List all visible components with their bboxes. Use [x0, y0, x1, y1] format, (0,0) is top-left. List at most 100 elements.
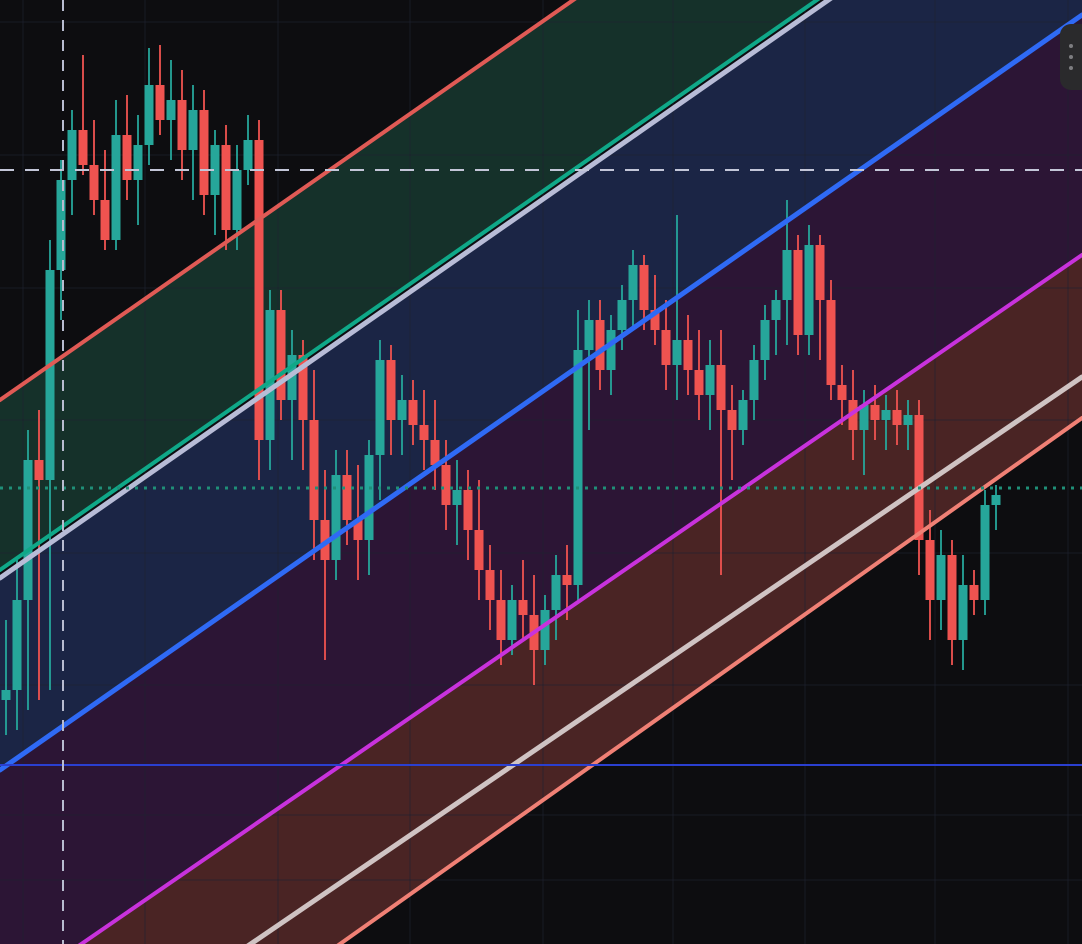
- candle-body: [859, 405, 869, 430]
- candle-body: [210, 145, 220, 195]
- candle-body: [309, 420, 319, 520]
- candle-body: [749, 360, 759, 400]
- candle-body: [254, 140, 264, 440]
- candle-body: [419, 425, 429, 440]
- candle-body: [78, 130, 88, 165]
- vertical-dots-icon-dot-3: [1069, 66, 1073, 70]
- candle-body: [199, 110, 209, 195]
- candle-body: [705, 365, 715, 395]
- candle-body: [342, 475, 352, 520]
- candle-body: [540, 610, 550, 650]
- candle-body: [430, 440, 440, 465]
- candle-body: [925, 540, 935, 600]
- candle-body: [331, 475, 341, 560]
- candle-body: [122, 135, 132, 180]
- trend-line-magenta-line[interactable]: [0, 253, 1082, 944]
- candle-body: [276, 310, 286, 400]
- candle-body: [353, 520, 363, 540]
- candle-body: [628, 265, 638, 300]
- candle-body: [287, 355, 297, 400]
- candle-body: [89, 165, 99, 200]
- candle-body: [782, 250, 792, 300]
- candle-body: [551, 575, 561, 610]
- trend-line-lavender-line-2[interactable]: [0, 374, 1082, 944]
- candle-body: [100, 200, 110, 240]
- candle-body: [232, 170, 242, 230]
- candle-body: [947, 555, 957, 640]
- horizontal-price-levels: [0, 169, 1082, 766]
- candle-body: [903, 415, 913, 425]
- candle-body: [837, 385, 847, 400]
- trend-line-salmon-line[interactable]: [0, 0, 1082, 402]
- candle-body: [672, 340, 682, 365]
- trend-line-teal-line[interactable]: [0, 0, 1082, 572]
- candle-body: [584, 320, 594, 350]
- candle-body: [507, 600, 517, 640]
- candle-body: [595, 320, 605, 370]
- candle-body: [375, 360, 385, 455]
- candle-body: [364, 455, 374, 540]
- candle-body: [144, 85, 154, 145]
- candle-body: [694, 370, 704, 395]
- candle-body: [804, 245, 814, 335]
- candle-body: [298, 355, 308, 420]
- candle-body: [111, 135, 121, 240]
- candle-body: [760, 320, 770, 360]
- candle-body: [826, 300, 836, 385]
- candle-body: [518, 600, 528, 615]
- candle-body: [969, 585, 979, 600]
- candle-body: [188, 110, 198, 150]
- candle-body: [914, 415, 924, 540]
- candle-body: [56, 180, 66, 270]
- candle-body: [166, 100, 176, 120]
- candle-body: [771, 300, 781, 320]
- candle-body: [496, 600, 506, 640]
- trend-line-coral-line[interactable]: [0, 416, 1082, 944]
- candle-body: [155, 85, 165, 120]
- trend-line-blue-line[interactable]: [0, 12, 1082, 773]
- candle-body: [23, 460, 33, 600]
- candle-body: [881, 410, 891, 420]
- candle-body: [716, 365, 726, 410]
- candle-body: [727, 410, 737, 430]
- chart-more-options-button[interactable]: [1060, 24, 1082, 90]
- candle-body: [34, 460, 44, 480]
- candle-body: [980, 505, 990, 600]
- candle-body: [991, 495, 1001, 505]
- candle-body: [12, 600, 22, 690]
- candle-body: [958, 585, 968, 640]
- candle-body: [320, 520, 330, 560]
- candle-body: [793, 250, 803, 335]
- candle-body: [177, 100, 187, 150]
- candle-body: [408, 400, 418, 425]
- candle-body: [617, 300, 627, 330]
- candle-body: [936, 555, 946, 600]
- candle-body: [892, 410, 902, 425]
- candle-body: [67, 130, 77, 180]
- candle-body: [221, 145, 231, 230]
- candle-body: [1, 690, 11, 700]
- candle-body: [441, 465, 451, 505]
- candle-body: [485, 570, 495, 600]
- candlestick-series: [1, 45, 1001, 735]
- candle-body: [738, 400, 748, 430]
- candle-body: [45, 270, 55, 480]
- candle-body: [573, 350, 583, 585]
- candle-body: [386, 360, 396, 420]
- trend-line-lavender-line[interactable]: [0, 0, 1082, 581]
- candle-body: [661, 330, 671, 365]
- candle-body: [463, 490, 473, 530]
- candle-body: [683, 340, 693, 370]
- candle-body: [133, 145, 143, 180]
- band-navy: [0, 0, 1082, 770]
- candle-body: [243, 140, 253, 170]
- candle-body: [397, 400, 407, 420]
- candle-body: [606, 330, 616, 370]
- candle-body: [639, 265, 649, 310]
- vertical-dots-icon-dot-1: [1069, 44, 1073, 48]
- candle-body: [452, 490, 462, 505]
- candle-body: [870, 405, 880, 420]
